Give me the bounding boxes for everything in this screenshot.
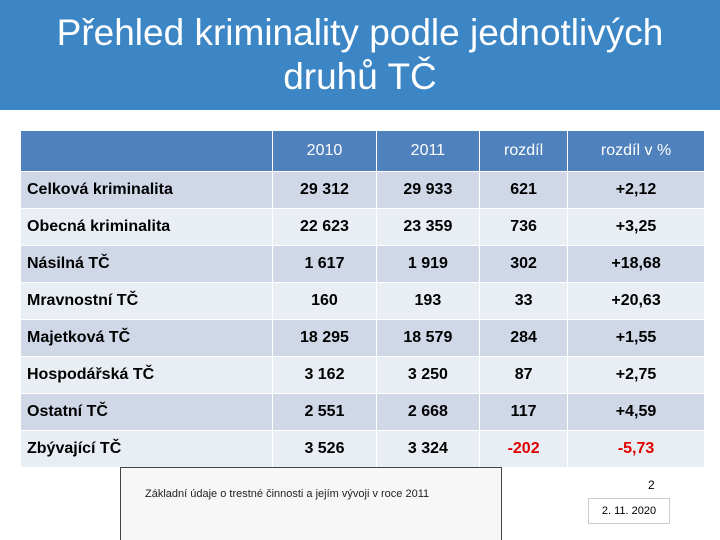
header-row: 2010 2011 rozdíl rozdíl v % <box>19 130 705 172</box>
value-cell: 18 295 <box>272 319 377 357</box>
value-cell: -202 <box>479 430 569 468</box>
row-label: Ostatní TČ <box>19 393 274 431</box>
row-label: Násilná TČ <box>19 245 274 283</box>
row-label: Obecná kriminalita <box>19 208 274 246</box>
value-cell: 18 579 <box>375 319 481 357</box>
value-cell: 117 <box>479 393 569 431</box>
table-row: Zbývající TČ 3 526 3 324 -202 -5,73 <box>19 430 705 468</box>
title-banner: Přehled kriminality podle jednotlivých d… <box>0 0 720 110</box>
table-row: Celková kriminalita 29 312 29 933 621 +2,12 <box>19 171 705 209</box>
row-label: Mravnostní TČ <box>19 282 274 320</box>
value-cell: +1,55 <box>567 319 705 357</box>
value-cell: 29 312 <box>272 171 377 209</box>
value-cell: +2,12 <box>567 171 705 209</box>
row-label: Hospodářská TČ <box>19 356 274 394</box>
table-row: Násilná TČ 1 617 1 919 302 +18,68 <box>19 245 705 283</box>
table-row: Mravnostní TČ 160 193 33 +20,63 <box>19 282 705 320</box>
value-cell: 3 162 <box>272 356 377 394</box>
value-cell: 2 551 <box>272 393 377 431</box>
footer-box <box>120 467 502 540</box>
table-row: Ostatní TČ 2 551 2 668 117 +4,59 <box>19 393 705 431</box>
column-header: rozdíl <box>479 130 569 172</box>
page-number: 2 <box>648 478 655 492</box>
value-cell: 29 933 <box>375 171 481 209</box>
date: 2. 11. 2020 <box>588 498 670 524</box>
table-row: Hospodářská TČ 3 162 3 250 87 +2,75 <box>19 356 705 394</box>
value-cell: 3 324 <box>375 430 481 468</box>
value-cell: 1 919 <box>375 245 481 283</box>
table-row: Obecná kriminalita 22 623 23 359 736 +3,25 <box>19 208 705 246</box>
row-label: Celková kriminalita <box>19 171 274 209</box>
value-cell: 23 359 <box>375 208 481 246</box>
value-cell: +3,25 <box>567 208 705 246</box>
footer-caption: Základní údaje o trestné činnosti a její… <box>145 488 430 500</box>
column-header: 2010 <box>272 130 377 172</box>
row-label: Zbývající TČ <box>19 430 274 468</box>
column-header: 2011 <box>375 130 481 172</box>
value-cell: 160 <box>272 282 377 320</box>
value-cell: 22 623 <box>272 208 377 246</box>
title: Přehled kriminality podle jednotlivých d… <box>56 12 664 97</box>
value-cell: +2,75 <box>567 356 705 394</box>
value-cell: 284 <box>479 319 569 357</box>
value-cell: 736 <box>479 208 569 246</box>
value-cell: 87 <box>479 356 569 394</box>
value-cell: -5,73 <box>567 430 705 468</box>
value-cell: 302 <box>479 245 569 283</box>
crime-table: 2010 2011 rozdíl rozdíl v % Celková kriminal… <box>19 130 705 468</box>
value-cell: +4,59 <box>567 393 705 431</box>
value-cell: 193 <box>375 282 481 320</box>
value-cell: 3 250 <box>375 356 481 394</box>
column-header: rozdíl v % <box>567 130 705 172</box>
table-row: Majetková TČ 18 295 18 579 284 +1,55 <box>19 319 705 357</box>
value-cell: +20,63 <box>567 282 705 320</box>
column-header <box>19 130 274 172</box>
value-cell: 621 <box>479 171 569 209</box>
row-label: Majetková TČ <box>19 319 274 357</box>
value-cell: 1 617 <box>272 245 377 283</box>
value-cell: +18,68 <box>567 245 705 283</box>
value-cell: 2 668 <box>375 393 481 431</box>
value-cell: 33 <box>479 282 569 320</box>
value-cell: 3 526 <box>272 430 377 468</box>
